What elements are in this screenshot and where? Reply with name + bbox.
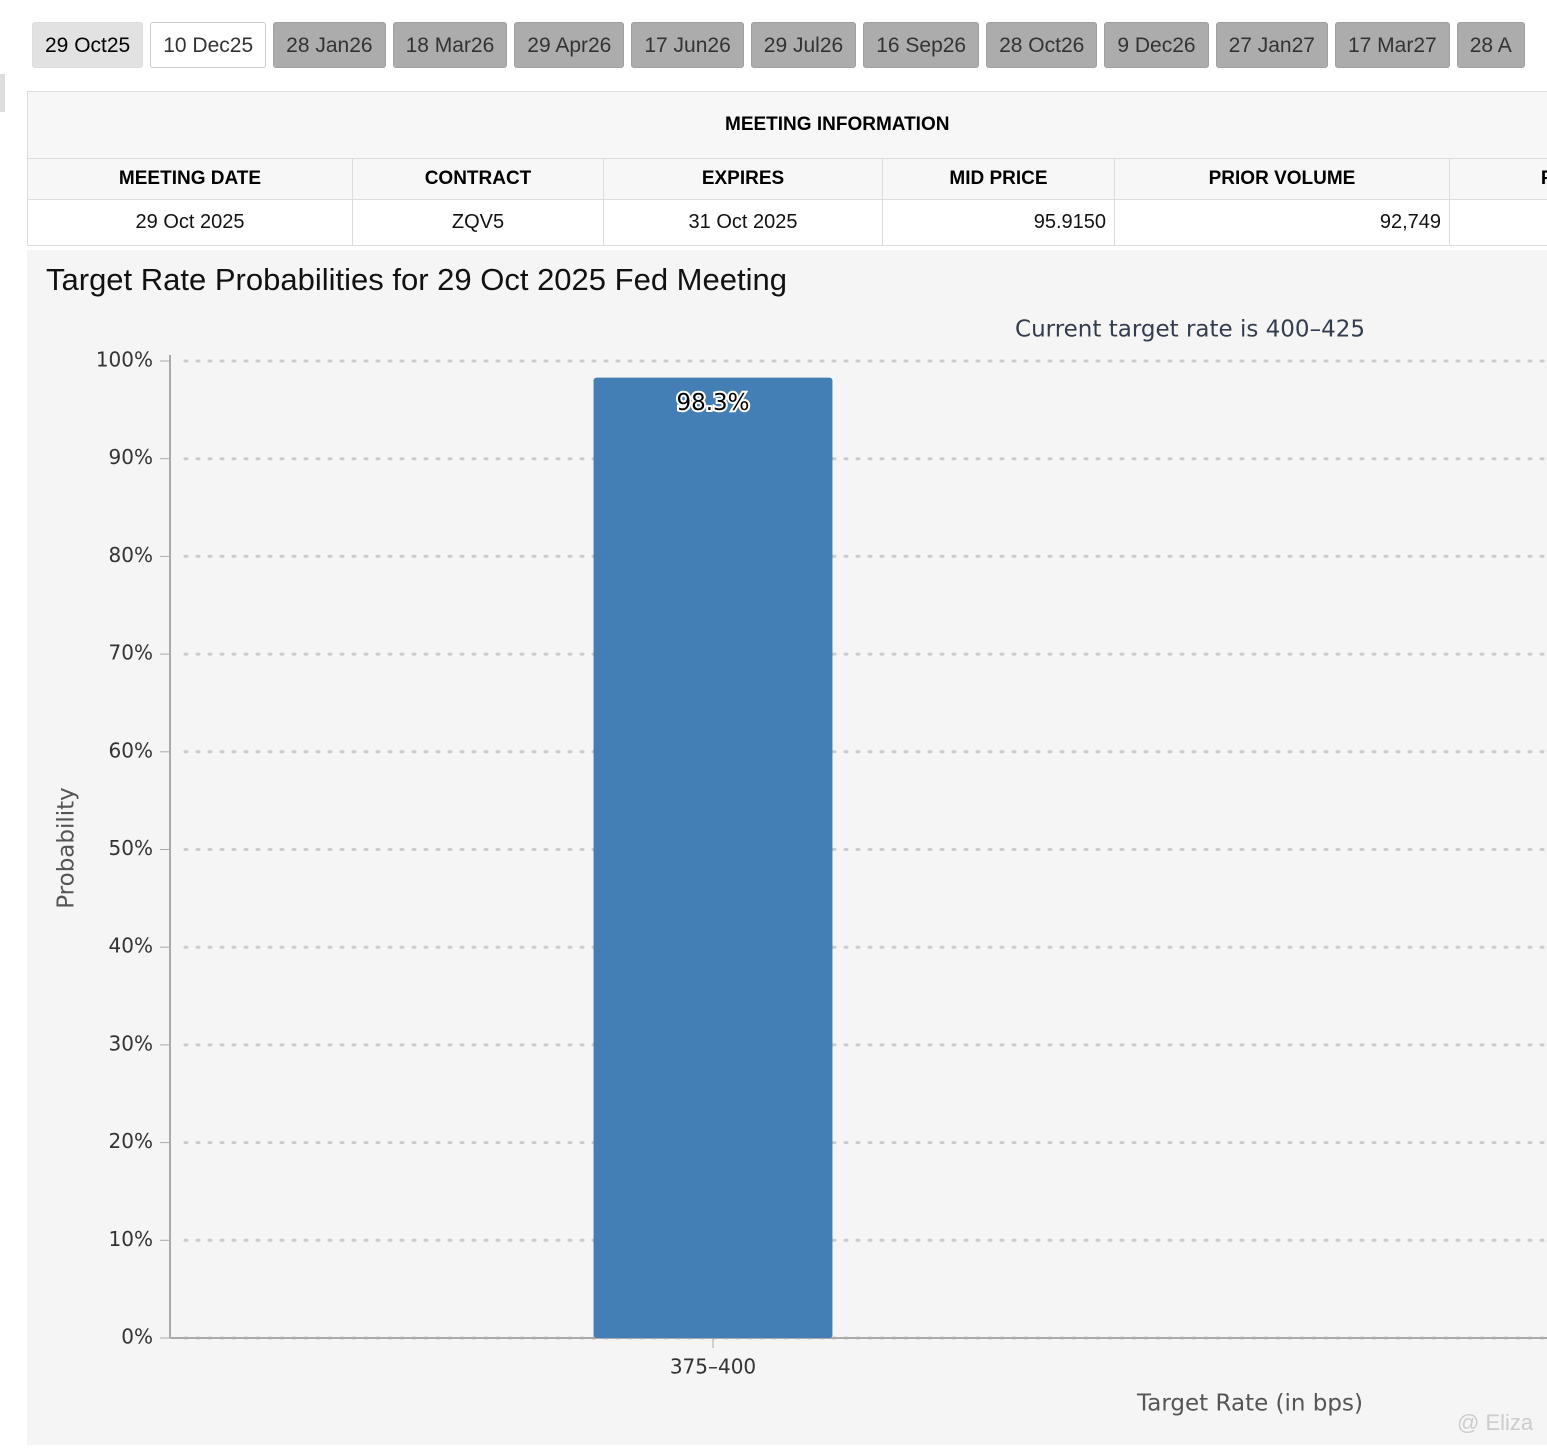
meeting-tab[interactable]: 17 Jun26: [631, 22, 744, 68]
y-tick-label: 60%: [109, 738, 153, 762]
value-label: 98.3%: [676, 390, 749, 416]
chart-subtitle: Current target rate is 400–425: [1015, 317, 1365, 343]
chart-title: Target Rate Probabilities for 29 Oct 202…: [46, 262, 787, 297]
meeting-tab[interactable]: 29 Apr26: [514, 22, 625, 68]
table-title: MEETING INFORMATION: [27, 91, 1547, 159]
y-tick-label: 80%: [109, 543, 153, 567]
meeting-table: MEETING INFORMATION MEETING DATE CONTRACT…: [27, 91, 1547, 246]
watermark: @ Eliza: [1457, 1410, 1534, 1435]
meeting-tab[interactable]: 18 Mar26: [392, 22, 508, 68]
x-tick-label: 375–400: [670, 1355, 756, 1379]
side-handle: [0, 74, 5, 112]
meeting-tab[interactable]: 29 Oct25: [32, 22, 144, 68]
y-tick-label: 100%: [96, 348, 153, 372]
y-tick-label: 50%: [109, 836, 153, 860]
column-header: CONTRACT: [352, 158, 604, 200]
table-cell: 95.9150: [882, 199, 1115, 246]
bar: [593, 377, 833, 1338]
table-cell: 31 Oct 2025: [603, 199, 883, 246]
y-tick-label: 20%: [109, 1129, 153, 1153]
y-tick-label: 70%: [109, 641, 153, 665]
y-tick-label: 0%: [121, 1325, 153, 1349]
column-header: MID PRICE: [882, 158, 1115, 200]
table-cell: ZQV5: [352, 199, 604, 246]
column-header: PRIC: [1448, 158, 1547, 200]
meeting-tab[interactable]: 28 A: [1456, 22, 1525, 68]
y-tick-label: 90%: [109, 445, 153, 469]
meeting-tab[interactable]: 29 Jul26: [750, 22, 857, 68]
column-header: EXPIRES: [603, 158, 883, 200]
meeting-tab[interactable]: 27 Jan27: [1215, 22, 1328, 68]
y-axis-label: Probability: [54, 787, 80, 909]
column-header: MEETING DATE: [27, 158, 353, 200]
table-cell: 92,749: [1114, 199, 1450, 246]
y-tick-label: 40%: [109, 934, 153, 958]
column-header: PRIOR VOLUME: [1114, 158, 1450, 200]
meeting-tab[interactable]: 28 Jan26: [273, 22, 386, 68]
y-tick-label: 30%: [109, 1031, 153, 1055]
meeting-tab[interactable]: 9 Dec26: [1104, 22, 1209, 68]
meeting-table-wrap: MEETING INFORMATION MEETING DATE CONTRACT…: [27, 91, 1547, 246]
meeting-tab[interactable]: 17 Mar27: [1334, 22, 1450, 68]
table-cell: [1448, 199, 1547, 246]
meeting-tab[interactable]: 16 Sep26: [863, 22, 980, 68]
meeting-tab[interactable]: 28 Oct26: [986, 22, 1098, 68]
meeting-tabs: 29 Oct25 10 Dec25 28 Jan26 18 Mar26 29 Apr26…: [32, 22, 1525, 68]
meeting-tab[interactable]: 10 Dec25: [150, 22, 267, 68]
x-axis-label: Target Rate (in bps): [1136, 1391, 1363, 1417]
chart: Target Rate Probabilities for 29 Oct 202…: [27, 250, 1547, 1445]
table-cell: 29 Oct 2025: [27, 199, 353, 246]
y-tick-label: 10%: [109, 1227, 153, 1251]
